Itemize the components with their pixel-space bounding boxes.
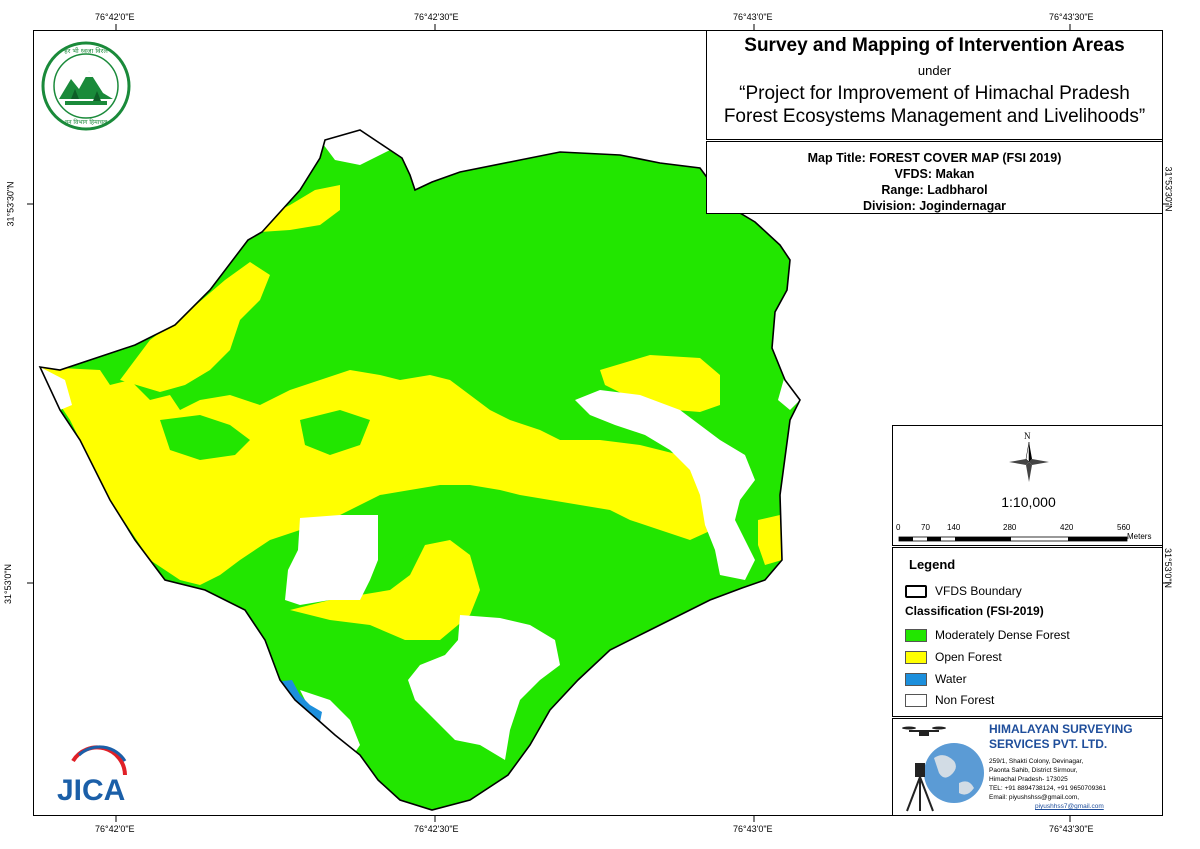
scale-unit: Meters bbox=[1127, 532, 1152, 541]
division-name: Division: Jogindernagar bbox=[862, 199, 1007, 213]
title-under: under bbox=[917, 63, 952, 78]
scale-tick-70: 70 bbox=[921, 523, 930, 532]
project-line-1: “Project for Improvement of Himachal Pra… bbox=[739, 83, 1130, 104]
scale-tick-420: 420 bbox=[1060, 523, 1074, 532]
dense-swatch bbox=[905, 628, 927, 642]
map-info-panel: Map Title: FOREST COVER MAP (FSI 2019) V… bbox=[706, 141, 1163, 214]
company-name-line1: HIMALAYAN SURVEYING bbox=[989, 722, 1133, 736]
water-label: Water bbox=[935, 672, 967, 686]
company-name: HIMALAYAN SURVEYING SERVICES PVT. LTD. bbox=[989, 722, 1133, 752]
title-panel: Survey and Mapping of Intervention Areas… bbox=[706, 30, 1163, 140]
company-name-line2: SERVICES PVT. LTD. bbox=[989, 737, 1108, 751]
address-line3: Himachal Pradesh- 173025 bbox=[989, 776, 1068, 783]
scale-tick-0: 0 bbox=[896, 523, 901, 532]
address-line1: 259/1, Shakti Colony, Devinagar, bbox=[989, 758, 1084, 765]
top-lon-label-4: 76°43'30"E bbox=[1049, 12, 1094, 22]
legend-item-boundary: VFDS Boundary bbox=[905, 584, 1022, 598]
top-lon-label-2: 76°42'30"E bbox=[414, 12, 459, 22]
svg-text:हर भी ध्वजा विरले: हर भी ध्वजा विरले bbox=[64, 47, 108, 55]
non-forest-label: Non Forest bbox=[935, 693, 995, 707]
legend-item-water: Water bbox=[905, 672, 967, 686]
bottom-lon-label-1: 76°42'0"E bbox=[95, 824, 135, 834]
company-phone: TEL: +91 8894738124, +91 9650709361 bbox=[989, 785, 1107, 792]
legend-item-dense: Moderately Dense Forest bbox=[905, 628, 1070, 642]
scale-tick-140: 140 bbox=[947, 523, 961, 532]
non-forest-areas bbox=[40, 130, 800, 760]
boundary-label: VFDS Boundary bbox=[935, 584, 1022, 598]
project-line-2: Forest Ecosystems Management and Livelih… bbox=[723, 106, 1146, 127]
north-arrow-icon bbox=[1009, 442, 1049, 482]
svg-text:वन विभाग हिमाचल: वन विभाग हिमाचल bbox=[65, 118, 108, 126]
company-panel: HIMALAYAN SURVEYING SERVICES PVT. LTD. 2… bbox=[892, 718, 1163, 816]
title-project: “Project for Improvement of Himachal Pra… bbox=[707, 82, 1162, 128]
vfds-name: VFDS: Makan bbox=[894, 167, 975, 181]
dense-forest-islands bbox=[160, 410, 620, 600]
north-label: N bbox=[1024, 431, 1031, 441]
address-line2: Paonta Sahib, District Sirmour, bbox=[989, 767, 1078, 774]
scale-ratio: 1:10,000 bbox=[1001, 494, 1056, 510]
drone-icon bbox=[902, 726, 946, 736]
boundary-swatch bbox=[905, 584, 927, 598]
scale-tick-280: 280 bbox=[1003, 523, 1017, 532]
open-swatch bbox=[905, 650, 927, 664]
jica-logo: JICA bbox=[55, 745, 130, 807]
open-label: Open Forest bbox=[935, 650, 1002, 664]
legend-item-open: Open Forest bbox=[905, 650, 1002, 664]
non-forest-swatch bbox=[905, 693, 927, 707]
top-lon-label-1: 76°42'0"E bbox=[95, 12, 135, 22]
classification-heading: Classification (FSI-2019) bbox=[905, 604, 1044, 618]
water-swatch bbox=[905, 672, 927, 686]
bottom-lon-label-4: 76°43'30"E bbox=[1049, 824, 1094, 834]
vfds-boundary bbox=[38, 129, 801, 811]
total-station-icon bbox=[906, 763, 934, 812]
map-title: Map Title: FOREST COVER MAP (FSI 2019) bbox=[807, 151, 1062, 165]
legend-item-non-forest: Non Forest bbox=[905, 693, 994, 707]
svg-text:JICA: JICA bbox=[57, 774, 125, 805]
bottom-lon-label-2: 76°42'30"E bbox=[414, 824, 459, 834]
legend-panel: Legend VFDS Boundary Classification (FSI… bbox=[892, 547, 1163, 717]
bottom-lon-label-3: 76°43'0"E bbox=[733, 824, 773, 834]
graticule-ticks bbox=[27, 24, 1169, 822]
top-lon-label-3: 76°43'0"E bbox=[733, 12, 773, 22]
map-frame bbox=[33, 30, 1163, 816]
company-email: Email: piyushshss@gmail.com, bbox=[989, 794, 1080, 801]
company-address: 259/1, Shakti Colony, Devinagar, Paonta … bbox=[989, 757, 1106, 811]
company-email-2[interactable]: piyushhss7@gmail.com bbox=[1035, 803, 1104, 810]
scale-bar bbox=[898, 536, 1128, 542]
company-logo bbox=[902, 726, 984, 812]
scale-panel: N 1:10,000 0 70 140 280 420 560 Meters bbox=[892, 425, 1163, 546]
hp-forest-logo: हर भी ध्वजा विरले वन विभाग हिमाचल bbox=[41, 41, 131, 131]
legend-heading: Legend bbox=[909, 557, 956, 572]
title-main: Survey and Mapping of Intervention Areas bbox=[744, 35, 1125, 56]
dense-label: Moderately Dense Forest bbox=[935, 628, 1070, 642]
scale-tick-560: 560 bbox=[1117, 523, 1131, 532]
range-name: Range: Ladbharol bbox=[881, 183, 988, 197]
